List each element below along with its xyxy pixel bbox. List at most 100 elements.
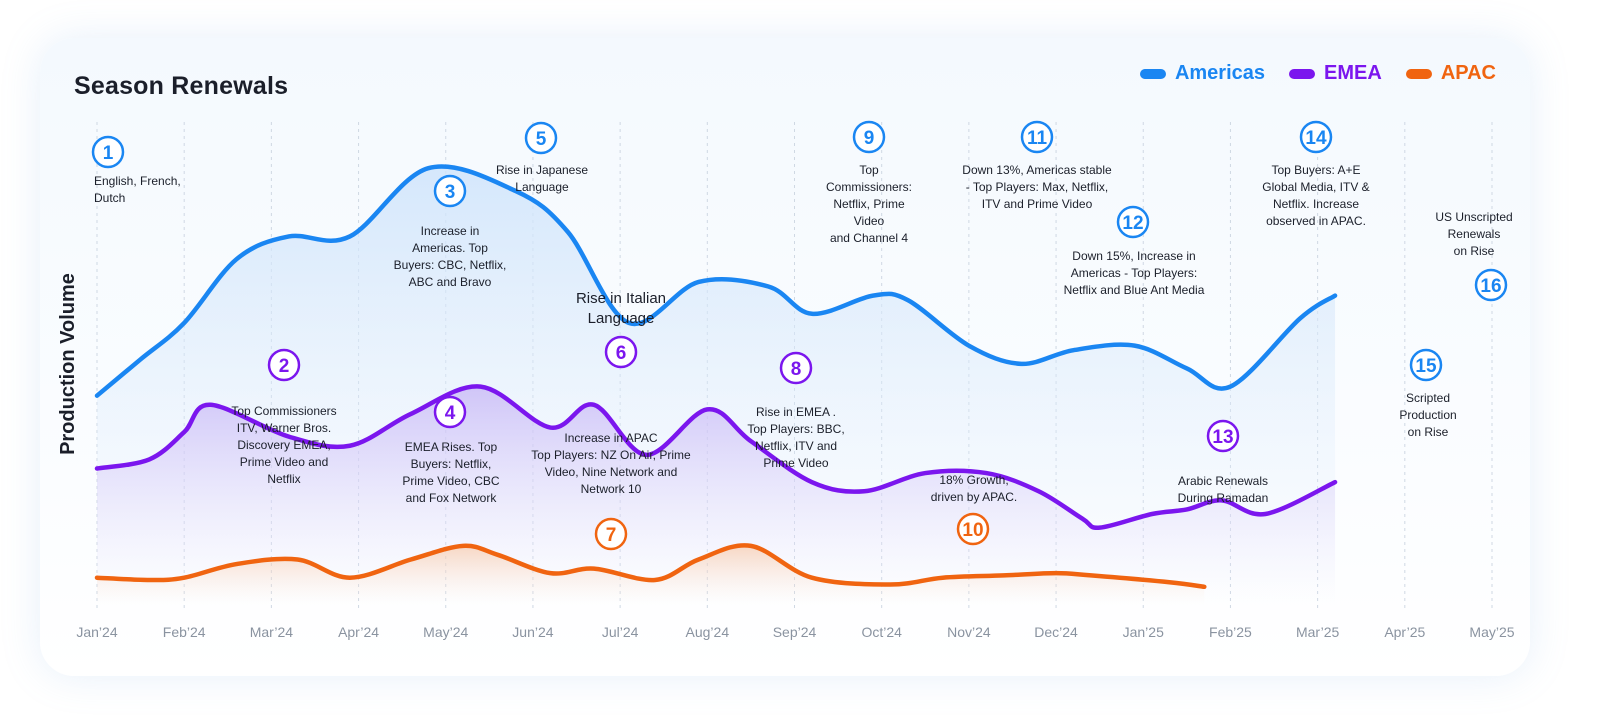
annotation-6: Rise in Italian Language [576, 290, 666, 327]
marker-1[interactable]: 1 [91, 135, 125, 169]
marker-circle [779, 351, 813, 385]
series-line-apac[interactable] [94, 543, 1207, 590]
marker-circle [604, 335, 638, 369]
marker-circle [433, 395, 467, 429]
marker-circle [1116, 205, 1150, 239]
legend-americas[interactable]: Americas [1139, 62, 1266, 85]
marker-13[interactable]: 13 [1206, 419, 1240, 453]
marker-number: 5 [536, 129, 547, 150]
series-lines [94, 164, 1338, 605]
marker-number: 13 [1212, 427, 1233, 448]
marker-number: 8 [791, 359, 802, 380]
marker-4[interactable]: 4 [433, 395, 467, 429]
x-tick-label: Feb’25 [1209, 624, 1252, 640]
x-tick-label: Dec’24 [1034, 624, 1078, 640]
annotation-14: Top Buyers: A+E Global Media, ITV & Netfli… [1262, 163, 1369, 228]
series-area-emea [97, 386, 1336, 605]
x-tick-label: Jan’25 [1123, 624, 1164, 640]
x-tick-label: Aug’24 [686, 624, 730, 640]
marker-number: 16 [1480, 276, 1501, 297]
annotation-13: Arabic Renewals During Ramadan [1178, 474, 1269, 505]
x-tick-label: Sep’24 [773, 624, 817, 640]
x-axis: Jan’24 Feb’24 Mar’24 Apr’24 May’24 Jun’24 Jul’… [76, 624, 1514, 640]
legend-label-americas: Americas [1174, 62, 1266, 84]
x-tick-label: Mar’24 [250, 624, 294, 640]
marker-number: 6 [616, 343, 627, 364]
marker-12[interactable]: 12 [1116, 205, 1150, 239]
marker-circle [267, 348, 301, 382]
x-tick-label: Feb’24 [163, 624, 206, 640]
marker-number: 2 [279, 356, 290, 377]
annotation-15: Scripted Production on Rise [1399, 391, 1456, 439]
marker-number: 10 [962, 520, 983, 541]
annotation-8: Rise in EMEA . Top Players: BBC, Netflix, … [747, 405, 844, 470]
marker-circle [594, 517, 628, 551]
markers: 1 English, French, Dutch 2 Top Commissioners… [91, 120, 1513, 551]
marker-circle [524, 121, 558, 155]
marker-number: 12 [1122, 213, 1143, 234]
marker-circle [1474, 268, 1508, 302]
y-axis-label: Production Volume [57, 273, 79, 455]
annotation-9: Top Commissioners: Netflix, Prime Video and … [826, 163, 912, 245]
annotation-4: EMEA Rises. Top Buyers: Netflix, Prime Vid… [402, 440, 499, 505]
annotation-7: Increase in APAC Top Players: NZ On Air, … [531, 431, 691, 496]
marker-2[interactable]: 2 [267, 348, 301, 382]
x-tick-label: May’24 [423, 624, 468, 640]
marker-number: 15 [1415, 356, 1437, 377]
marker-7[interactable]: 7 [594, 517, 628, 551]
marker-number: 9 [864, 128, 875, 149]
marker-number: 1 [103, 143, 114, 164]
marker-circle [1020, 120, 1054, 154]
marker-circle [1206, 419, 1240, 453]
x-tick-label: Jan’24 [76, 624, 117, 640]
annotation-1: English, French, Dutch [94, 174, 181, 205]
x-tick-label: Nov’24 [947, 624, 991, 640]
x-tick-label: Mar’25 [1296, 624, 1340, 640]
x-tick-label: Jul’24 [602, 624, 639, 640]
marker-5[interactable]: 5 [524, 121, 558, 155]
marker-3[interactable]: 3 [433, 174, 467, 208]
marker-9[interactable]: 9 [852, 120, 886, 154]
marker-10[interactable]: 10 [956, 512, 990, 546]
marker-circle [852, 120, 886, 154]
marker-number: 14 [1305, 128, 1327, 149]
marker-16[interactable]: 16 [1474, 268, 1508, 302]
legend-label-apac: APAC [1440, 62, 1496, 84]
series-line-americas[interactable] [94, 164, 1338, 398]
series-area-apac [97, 545, 1205, 605]
marker-8[interactable]: 8 [779, 351, 813, 385]
legend-swatch-americas [1139, 68, 1166, 79]
annotation-5: Rise in Japanese Language [496, 163, 588, 194]
marker-number: 3 [445, 182, 456, 203]
marker-6[interactable]: 6 [604, 335, 638, 369]
annotation-12: Down 15%, Increase in Americas - Top Play… [1064, 249, 1205, 297]
marker-11[interactable]: 11 [1020, 120, 1054, 154]
marker-circle [1409, 348, 1443, 382]
marker-number: 7 [606, 525, 617, 546]
legend-swatch-emea [1289, 68, 1316, 79]
legend-emea[interactable]: EMEA [1289, 62, 1382, 85]
legend-swatch-apac [1405, 68, 1432, 79]
annotation-10: 18% Growth, driven by APAC. [931, 473, 1017, 504]
marker-circle [1299, 120, 1333, 154]
x-tick-label: May’25 [1469, 624, 1514, 640]
annotation-3: Increase in Americas. Top Buyers: CBC, Net… [394, 224, 507, 289]
x-tick-label: Jun’24 [512, 624, 553, 640]
legend-apac[interactable]: APAC [1405, 62, 1496, 85]
marker-circle [956, 512, 990, 546]
annotation-11: Down 13%, Americas stable - Top Players: … [962, 163, 1112, 211]
marker-14[interactable]: 14 [1299, 120, 1333, 154]
marker-15[interactable]: 15 [1409, 348, 1443, 382]
legend-label-emea: EMEA [1324, 62, 1382, 84]
marker-number: 4 [445, 403, 456, 424]
marker-circle [433, 174, 467, 208]
series-line-emea[interactable] [94, 384, 1338, 530]
annotation-2: Top Commissioners ITV, Warner Bros. Discov… [231, 404, 336, 486]
x-tick-label: Oct’24 [861, 624, 902, 640]
x-tick-label: Apr’24 [338, 624, 379, 640]
annotation-16: US Unscripted Renewals on Rise [1435, 210, 1512, 258]
marker-number: 11 [1027, 128, 1048, 149]
chart-title: Season Renewals [74, 72, 289, 100]
marker-circle [91, 135, 125, 169]
